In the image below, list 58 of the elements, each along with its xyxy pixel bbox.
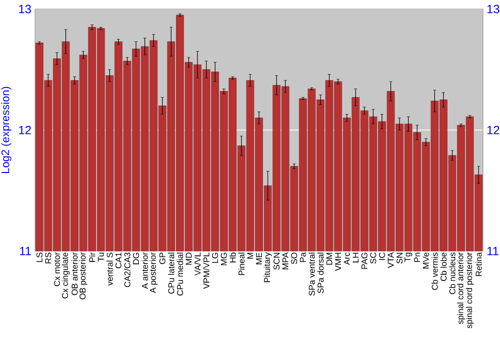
- x-tick-label: SPa dorsal: [317, 252, 324, 294]
- x-tick-label: SCN: [274, 252, 280, 270]
- y-axis-title: Log2 (expression): [1, 86, 12, 173]
- y-tick-label: 13: [19, 4, 31, 14]
- x-tick-label: Cx cingulate: [62, 252, 70, 298]
- x-tick-label: IC: [378, 252, 385, 260]
- x-tick-label: Hb: [230, 252, 236, 262]
- x-tick-label: ventral S: [106, 252, 113, 286]
- x-tick-label: VTA: [388, 252, 394, 268]
- x-tick-label: MPA: [282, 252, 288, 270]
- x-tick-label: Tg: [404, 252, 412, 262]
- x-tick-label: Cx motor: [54, 252, 60, 286]
- y-tick-label: 12: [19, 126, 31, 134]
- x-tick-label: Pa: [300, 252, 306, 262]
- x-tick-label: spinal cord anterior: [457, 252, 465, 324]
- x-tick-label: Cb vermis: [432, 252, 438, 290]
- x-tick-label: OB anterior: [71, 252, 78, 296]
- x-tick-label: MVe: [422, 252, 429, 268]
- x-tick-label: VPM/VPL: [203, 252, 210, 289]
- x-tick-label: OB posterior: [79, 252, 88, 300]
- x-tick-label: spinal cord posterior: [466, 252, 474, 328]
- x-tick-label: LH: [352, 252, 359, 262]
- x-tick-label: SO: [291, 252, 298, 264]
- x-tick-label: Retina: [475, 252, 482, 276]
- x-tick-label: MG: [220, 252, 227, 266]
- y2-tick-label: 11: [487, 246, 498, 256]
- x-tick-label: Pir: [89, 252, 96, 262]
- x-tick-label: Arc: [344, 252, 350, 265]
- x-tick-label: SPa ventral: [308, 252, 315, 296]
- x-tick-label: DG: [133, 252, 140, 264]
- x-tick-label: ME: [256, 252, 262, 264]
- x-tick-label: VA/VL: [194, 252, 201, 276]
- x-tick-label: M: [247, 252, 254, 259]
- x-tick-label: PAG: [361, 252, 368, 269]
- x-tick-label: Cb lobe: [440, 252, 447, 281]
- x-tick-label: SC: [370, 252, 376, 264]
- x-tick-label: A posterior: [150, 252, 158, 294]
- x-tick-label: Pineal: [238, 252, 245, 276]
- x-tick-label: Tu: [98, 252, 104, 262]
- x-tick-label: RS: [45, 252, 52, 264]
- x-tick-label: CPu lateral: [168, 252, 174, 294]
- x-tick-label: CA2/CA3: [124, 252, 130, 288]
- y2-tick-label: 13: [487, 4, 500, 14]
- x-tick-label: GP: [159, 252, 166, 264]
- x-tick-label: CA1: [115, 252, 122, 268]
- x-tick-label: CPu medial: [176, 252, 184, 296]
- x-tick-label: DM: [326, 252, 332, 265]
- x-tick-label: Pituitary: [264, 252, 272, 282]
- x-tick-label: Pn: [414, 252, 420, 262]
- x-tick-label: LG: [212, 252, 218, 263]
- x-tick-label: LS: [36, 252, 42, 262]
- x-tick-label: MD: [186, 252, 192, 265]
- x-tick-label: A anterior: [142, 252, 148, 289]
- x-tick-label: VMH: [335, 252, 341, 271]
- x-tick-label: SN: [396, 252, 403, 264]
- y-tick-label: 11: [20, 246, 31, 256]
- x-tick-label: Cb nucleus: [449, 252, 456, 294]
- y2-tick-label: 12: [487, 126, 500, 134]
